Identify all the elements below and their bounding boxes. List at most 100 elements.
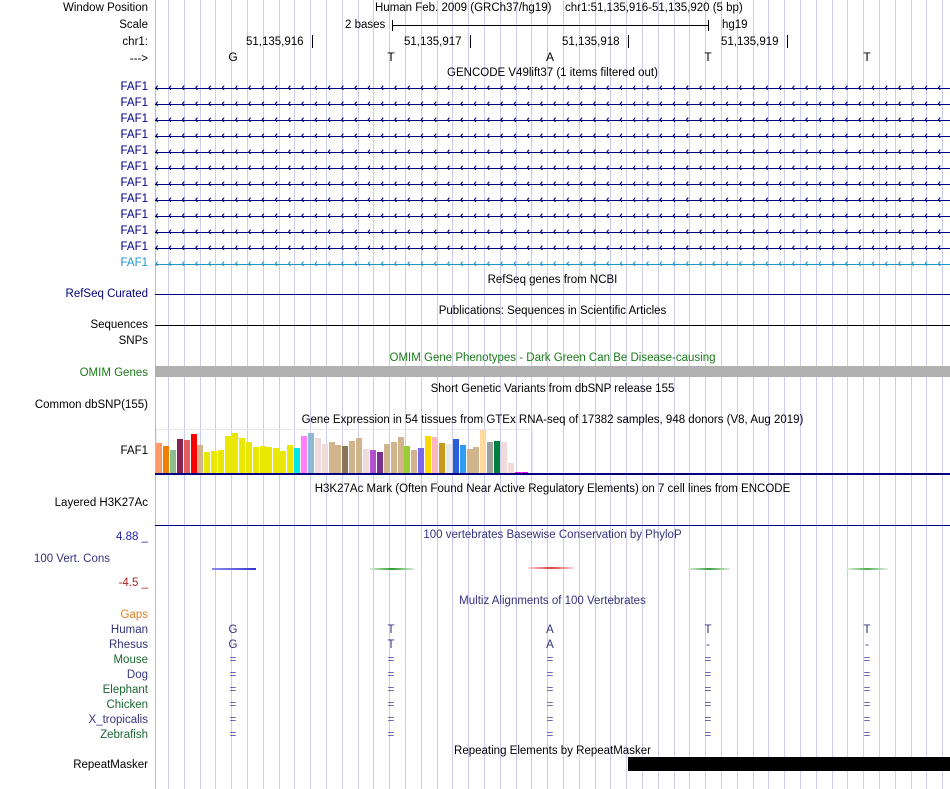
gtex-tissue-bar[interactable] — [418, 447, 425, 473]
gencode-gene-row[interactable]: ‹‹‹‹‹‹‹‹‹‹‹‹‹‹‹‹‹‹‹‹‹‹‹‹‹‹‹‹‹‹‹‹‹‹‹‹‹‹‹‹… — [155, 162, 950, 174]
gtex-tissue-bar[interactable] — [162, 445, 169, 473]
multiz-species-label[interactable]: X_tropicalis — [88, 714, 148, 726]
gencode-gene-label[interactable]: FAF1 — [120, 241, 148, 253]
gencode-gene-label[interactable]: FAF1 — [120, 113, 148, 125]
gtex-tissue-bar[interactable] — [521, 472, 528, 473]
gencode-gene-label[interactable]: FAF1 — [120, 209, 148, 221]
gtex-tissue-bar[interactable] — [328, 441, 335, 473]
gencode-gene-row[interactable]: ‹‹‹‹‹‹‹‹‹‹‹‹‹‹‹‹‹‹‹‹‹‹‹‹‹‹‹‹‹‹‹‹‹‹‹‹‹‹‹‹… — [155, 114, 950, 126]
gencode-gene-label[interactable]: FAF1 — [120, 129, 148, 141]
gencode-gene-label[interactable]: FAF1 — [120, 225, 148, 237]
gtex-tissue-bar[interactable] — [356, 437, 363, 473]
gtex-tissue-bar[interactable] — [480, 429, 487, 473]
gtex-tissue-bar[interactable] — [273, 447, 280, 473]
gencode-gene-label[interactable]: FAF1 — [120, 81, 148, 93]
publications-track-title[interactable]: Publications: Sequences in Scientific Ar… — [438, 305, 667, 317]
multiz-track-title[interactable]: Multiz Alignments of 100 Vertebrates — [459, 595, 646, 607]
gencode-track-title[interactable]: GENCODE V49lift37 (1 items filtered out) — [447, 67, 658, 79]
gtex-gene-label[interactable]: FAF1 — [120, 445, 148, 457]
multiz-species-label[interactable]: Zebrafish — [100, 729, 148, 741]
gtex-tissue-bar[interactable] — [300, 435, 307, 473]
multiz-species-label[interactable]: Rhesus — [109, 639, 148, 651]
gtex-tissue-bar[interactable] — [183, 439, 190, 473]
gtex-expression-chart[interactable] — [156, 428, 950, 473]
repeatmasker-track-title[interactable]: Repeating Elements by RepeatMasker — [454, 745, 651, 757]
gtex-track-title[interactable]: Gene Expression in 54 tissues from GTEx … — [301, 414, 804, 426]
h3k27ac-track-title[interactable]: H3K27Ac Mark (Often Found Near Active Re… — [314, 483, 791, 495]
layered-h3k27ac-label[interactable]: Layered H3K27Ac — [54, 497, 148, 509]
common-dbsnp-label[interactable]: Common dbSNP(155) — [34, 399, 148, 411]
omim-genes-label[interactable]: OMIM Genes — [79, 367, 148, 379]
gtex-tissue-bar[interactable] — [238, 437, 245, 473]
gtex-tissue-bar[interactable] — [266, 446, 273, 473]
gtex-tissue-bar[interactable] — [259, 445, 266, 473]
gtex-tissue-bar[interactable] — [507, 463, 514, 473]
gtex-tissue-bar[interactable] — [204, 451, 211, 473]
gencode-gene-row[interactable]: ‹‹‹‹‹‹‹‹‹‹‹‹‹‹‹‹‹‹‹‹‹‹‹‹‹‹‹‹‹‹‹‹‹‹‹‹‹‹‹‹… — [155, 146, 950, 158]
gtex-tissue-bar[interactable] — [342, 445, 349, 473]
gtex-tissue-bar[interactable] — [252, 446, 259, 473]
gaps-label[interactable]: Gaps — [120, 609, 149, 621]
gtex-tissue-bar[interactable] — [459, 444, 466, 473]
multiz-species-label[interactable]: Dog — [126, 669, 148, 681]
gencode-gene-label[interactable]: FAF1 — [120, 161, 148, 173]
omim-gene-bar[interactable] — [155, 366, 950, 377]
multiz-species-label[interactable]: Elephant — [102, 684, 148, 696]
dbsnp-track-title[interactable]: Short Genetic Variants from dbSNP releas… — [430, 383, 675, 395]
gencode-gene-row[interactable]: ‹‹‹‹‹‹‹‹‹‹‹‹‹‹‹‹‹‹‹‹‹‹‹‹‹‹‹‹‹‹‹‹‹‹‹‹‹‹‹‹… — [155, 98, 950, 110]
gencode-gene-row[interactable]: ‹‹‹‹‹‹‹‹‹‹‹‹‹‹‹‹‹‹‹‹‹‹‹‹‹‹‹‹‹‹‹‹‹‹‹‹‹‹‹‹… — [155, 178, 950, 190]
gtex-tissue-bar[interactable] — [307, 432, 314, 473]
gtex-tissue-bar[interactable] — [190, 433, 197, 473]
multiz-species-label[interactable]: Mouse — [113, 654, 148, 666]
snps-label[interactable]: SNPs — [118, 335, 148, 347]
gencode-gene-row[interactable]: ‹‹‹‹‹‹‹‹‹‹‹‹‹‹‹‹‹‹‹‹‹‹‹‹‹‹‹‹‹‹‹‹‹‹‹‹‹‹‹‹… — [155, 210, 950, 222]
repeatmasker-label[interactable]: RepeatMasker — [73, 759, 148, 771]
gtex-tissue-bar[interactable] — [197, 444, 204, 473]
multiz-species-label[interactable]: Human — [110, 624, 148, 636]
gtex-tissue-bar[interactable] — [438, 442, 445, 473]
gtex-tissue-bar[interactable] — [411, 449, 418, 473]
gtex-tissue-bar[interactable] — [425, 435, 432, 473]
gtex-tissue-bar[interactable] — [245, 441, 252, 473]
multiz-species-label[interactable]: Chicken — [106, 699, 148, 711]
gtex-tissue-bar[interactable] — [211, 450, 218, 473]
gencode-gene-row[interactable]: ‹‹‹‹‹‹‹‹‹‹‹‹‹‹‹‹‹‹‹‹‹‹‹‹‹‹‹‹‹‹‹‹‹‹‹‹‹‹‹‹… — [155, 258, 950, 270]
phylop-track-title[interactable]: 100 vertebrates Basewise Conservation by… — [423, 529, 682, 541]
repeatmasker-element-bar[interactable] — [628, 757, 950, 771]
gtex-tissue-bar[interactable] — [494, 440, 501, 473]
gencode-gene-row[interactable]: ‹‹‹‹‹‹‹‹‹‹‹‹‹‹‹‹‹‹‹‹‹‹‹‹‹‹‹‹‹‹‹‹‹‹‹‹‹‹‹‹… — [155, 194, 950, 206]
gtex-tissue-bar[interactable] — [349, 440, 356, 473]
gtex-tissue-bar[interactable] — [501, 441, 507, 473]
gtex-tissue-bar[interactable] — [231, 432, 238, 473]
gtex-tissue-bar[interactable] — [376, 451, 383, 473]
gtex-tissue-bar[interactable] — [225, 435, 231, 473]
gtex-tissue-bar[interactable] — [156, 442, 162, 473]
gtex-tissue-bar[interactable] — [473, 446, 480, 473]
sequences-label[interactable]: Sequences — [90, 319, 148, 331]
gtex-tissue-bar[interactable] — [176, 438, 183, 473]
gencode-gene-label[interactable]: FAF1 — [120, 193, 148, 205]
gtex-tissue-bar[interactable] — [169, 449, 176, 473]
gtex-tissue-bar[interactable] — [404, 445, 411, 473]
gtex-tissue-bar[interactable] — [445, 443, 452, 473]
gtex-tissue-bar[interactable] — [432, 436, 438, 473]
gtex-tissue-bar[interactable] — [335, 444, 342, 473]
gencode-gene-label[interactable]: FAF1 — [120, 97, 148, 109]
gencode-gene-label[interactable]: FAF1 — [120, 177, 148, 189]
gencode-gene-row[interactable]: ‹‹‹‹‹‹‹‹‹‹‹‹‹‹‹‹‹‹‹‹‹‹‹‹‹‹‹‹‹‹‹‹‹‹‹‹‹‹‹‹… — [155, 130, 950, 142]
omim-track-title[interactable]: OMIM Gene Phenotypes - Dark Green Can Be… — [389, 352, 716, 364]
gtex-tissue-bar[interactable] — [369, 449, 376, 473]
refseq-curated-label[interactable]: RefSeq Curated — [65, 288, 148, 300]
gencode-gene-row[interactable]: ‹‹‹‹‹‹‹‹‹‹‹‹‹‹‹‹‹‹‹‹‹‹‹‹‹‹‹‹‹‹‹‹‹‹‹‹‹‹‹‹… — [155, 82, 950, 94]
gtex-tissue-bar[interactable] — [314, 437, 321, 473]
gencode-gene-label[interactable]: FAF1 — [120, 145, 148, 157]
gtex-tissue-bar[interactable] — [321, 443, 328, 473]
gtex-tissue-bar[interactable] — [294, 447, 300, 473]
gtex-tissue-bar[interactable] — [280, 450, 287, 473]
gtex-tissue-bar[interactable] — [390, 441, 397, 473]
gencode-gene-row[interactable]: ‹‹‹‹‹‹‹‹‹‹‹‹‹‹‹‹‹‹‹‹‹‹‹‹‹‹‹‹‹‹‹‹‹‹‹‹‹‹‹‹… — [155, 226, 950, 238]
gencode-gene-label[interactable]: FAF1 — [120, 257, 148, 269]
phylop-track-label[interactable]: 100 Vert. Cons — [33, 553, 110, 565]
gtex-tissue-bar[interactable] — [218, 449, 225, 473]
